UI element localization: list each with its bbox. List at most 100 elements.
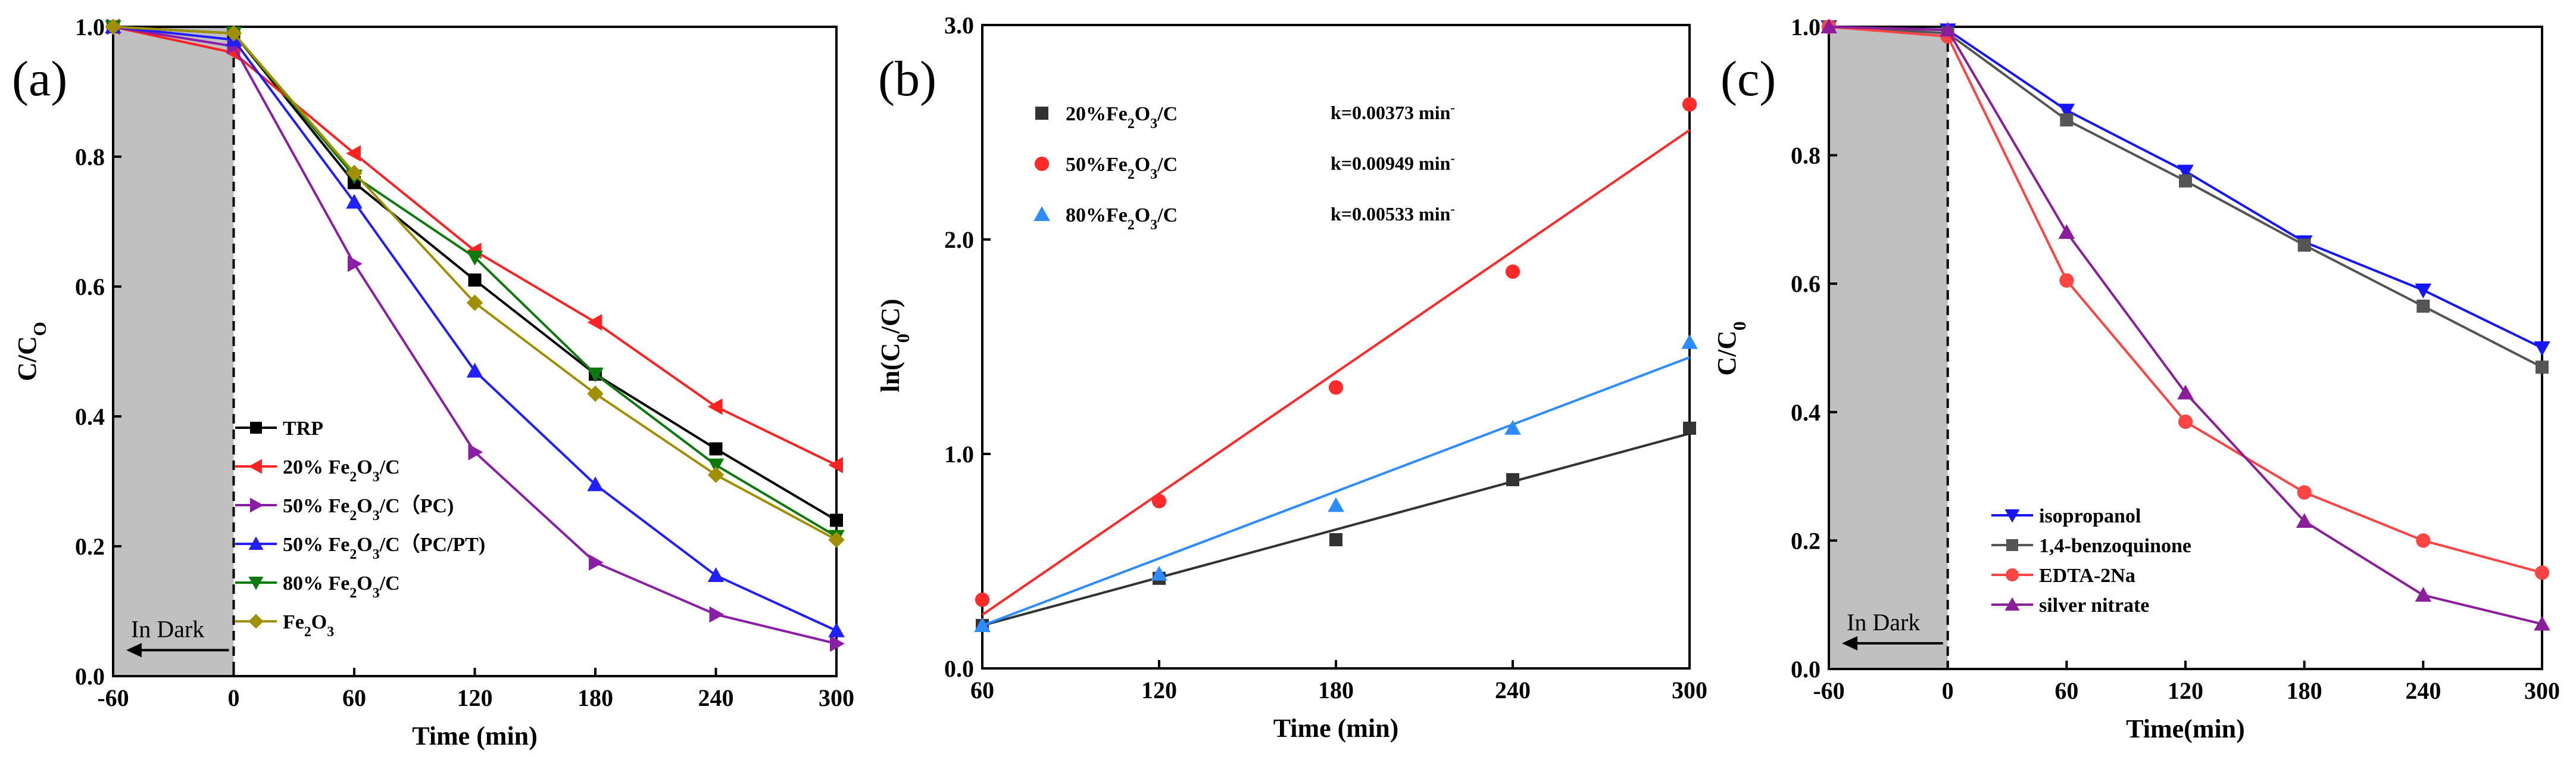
panel-label: (a) [12, 51, 67, 107]
legend-marker [250, 497, 264, 513]
legend-marker [248, 577, 264, 590]
series-silver-nitrate [1821, 18, 2550, 631]
rate-constant-label: k=0.00373 min- [1331, 100, 1455, 124]
data-point [1328, 497, 1344, 512]
legend-marker [1033, 206, 1050, 221]
data-point [1329, 533, 1342, 546]
x-tick-label: 60 [2054, 677, 2078, 704]
data-point [346, 145, 361, 162]
data-point [2534, 615, 2550, 631]
y-tick-label: 0.0 [1791, 656, 1821, 683]
y-tick-label: 0.4 [1791, 399, 1821, 426]
data-point [2416, 299, 2430, 313]
legend: isopropanol 1,4-benzoquinone EDTA-2Na silve… [1991, 505, 2191, 617]
data-point [2177, 164, 2194, 180]
data-point [587, 314, 602, 331]
data-point [2178, 414, 2193, 430]
x-tick-label: 60 [970, 677, 994, 704]
data-point [2415, 587, 2432, 602]
data-point [828, 622, 845, 637]
data-point [1328, 380, 1344, 395]
x-tick-label: 240 [698, 684, 734, 711]
y-tick-label: 0.4 [75, 403, 105, 430]
dark-region [113, 27, 234, 676]
in-dark-label: In Dark [131, 615, 204, 642]
x-tick-label: 180 [1318, 677, 1354, 704]
x-tick-label: 300 [1672, 677, 1707, 704]
legend-label: 80%Fe2O3/C [1066, 204, 1178, 233]
x-tick-label: 180 [577, 684, 613, 711]
dark-arrow-head [126, 643, 142, 658]
panel-c-scavenger-chart: In Dark -60 0 60 120 180 240 300 0.0 0.2 0.4 0.6 0.8… [1712, 14, 2560, 743]
y-tick-label: 1.0 [944, 441, 974, 468]
legend-label: TRP [283, 418, 323, 440]
data-point [707, 466, 725, 483]
legend-label: 20%Fe2O3/C [1066, 103, 1178, 132]
dark-arrow-head [1842, 636, 1857, 651]
x-tick-label: 0 [228, 684, 240, 711]
data-point [709, 606, 725, 623]
data-point [348, 256, 363, 272]
legend-marker [248, 614, 264, 629]
data-point [2060, 113, 2074, 127]
data-point [466, 250, 483, 266]
fit-line [981, 129, 1691, 616]
data-point [1151, 565, 1167, 581]
legend-marker [248, 459, 262, 474]
data-point [2536, 360, 2549, 374]
fit-line [982, 356, 1690, 627]
data-point [2179, 174, 2192, 188]
data-point [707, 458, 725, 474]
data-point [225, 25, 242, 42]
x-axis-title: Time(min) [2126, 714, 2245, 743]
data-point [1151, 494, 1167, 509]
data-point [1506, 473, 1519, 487]
x-tick-label: 300 [2524, 677, 2560, 704]
data-point [2534, 341, 2550, 356]
panel-a-degradation-chart: In Dark -60 0 60 120 180 240 300 0.0 0.2 0.4 0.6 0.8… [12, 14, 854, 751]
data-point [707, 567, 725, 583]
legend-label: 80% Fe2O3/C [283, 572, 400, 601]
data-point [828, 531, 845, 548]
data-point [2177, 384, 2194, 400]
y-tick-label: 0.2 [1791, 527, 1821, 554]
x-tick-label: 120 [1141, 677, 1177, 704]
y-tick-label: 1.0 [1791, 14, 1821, 41]
y-tick-label: 2.0 [944, 226, 974, 253]
data-point [2297, 238, 2311, 252]
data-point [468, 273, 482, 287]
data-point [1682, 97, 1697, 112]
fit-line [982, 432, 1690, 627]
data-point [2058, 224, 2075, 239]
legend-marker [2006, 568, 2019, 581]
data-point [2415, 283, 2432, 298]
data-point [346, 164, 363, 181]
x-tick-label: 240 [1495, 677, 1531, 704]
data-point [589, 554, 604, 571]
legend-label: EDTA-2Na [2039, 565, 2135, 587]
legend: 20%Fe2O3/C 50%Fe2O3/C 80%Fe2O3/C [1033, 103, 1178, 233]
data-point [1505, 264, 1520, 279]
legend-marker [2004, 597, 2020, 611]
data-point [2296, 513, 2313, 528]
y-tick-label: 0.0 [944, 655, 974, 682]
data-point [1683, 421, 1696, 435]
series-80-fe2o3-c [974, 334, 1698, 632]
y-tick-label: 0.8 [75, 144, 105, 170]
data-point [1681, 334, 1698, 349]
y-tick-label: 0.2 [75, 533, 105, 560]
y-tick-label: 1.0 [75, 14, 105, 41]
legend-marker [2006, 539, 2018, 551]
data-point [466, 294, 483, 311]
data-point [709, 442, 723, 456]
data-point [707, 398, 723, 415]
data-point [2416, 533, 2431, 548]
x-tick-label: 60 [342, 684, 366, 711]
x-axis-title: Time (min) [412, 721, 538, 751]
y-tick-label: 0.8 [1791, 142, 1821, 169]
legend-label: 50% Fe2O3/C（PC/PT) [283, 533, 485, 562]
legend-label: silver nitrate [2039, 595, 2149, 617]
data-point [1939, 21, 1956, 37]
data-point [1821, 18, 1837, 33]
